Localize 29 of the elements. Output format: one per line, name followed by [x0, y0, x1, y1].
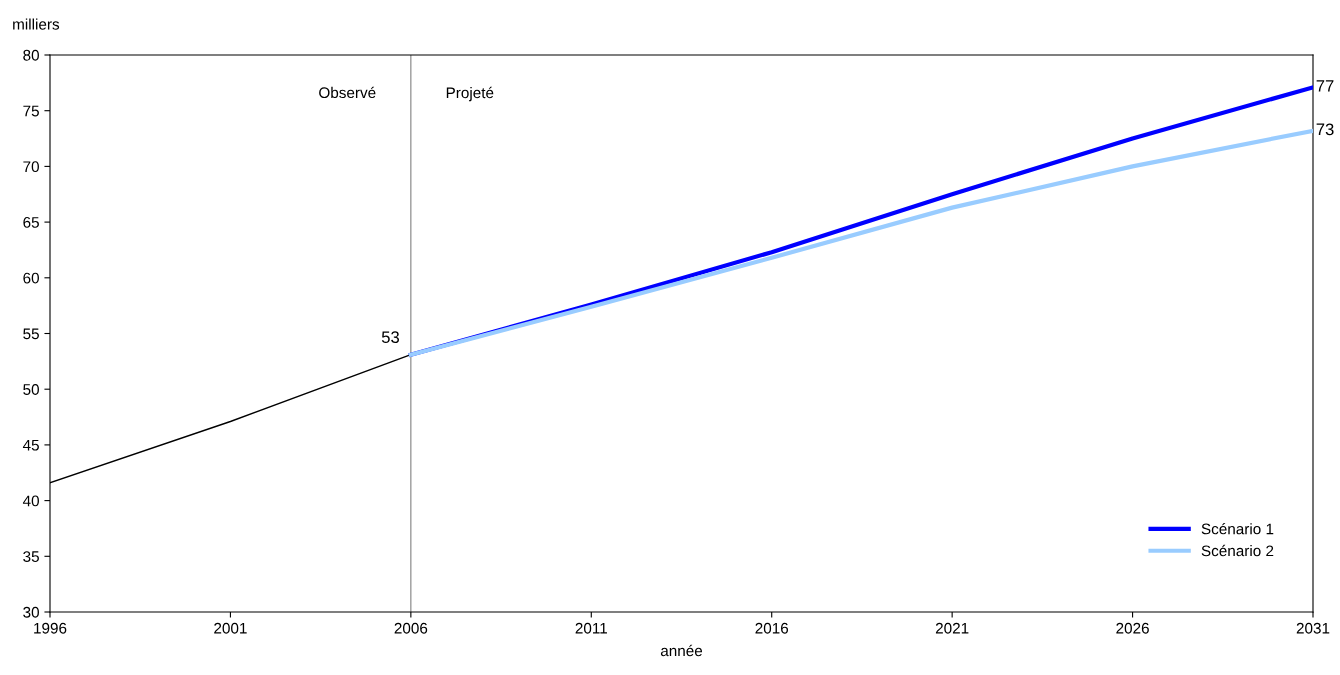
legend-label: Scénario 2 [1201, 544, 1274, 557]
x-tick-label: 2026 [1116, 622, 1149, 634]
x-tick-label: 2006 [394, 622, 428, 634]
y-tick-label: 60 [23, 272, 39, 284]
x-tick-label: 2016 [755, 622, 789, 634]
x-tick-label: 1996 [34, 622, 67, 634]
y-tick-label: 55 [23, 328, 39, 340]
annotation: Observé [319, 86, 376, 99]
y-tick-label: 70 [23, 161, 39, 173]
x-tick-label: 2011 [575, 622, 607, 634]
legend-label: Scénario 1 [1201, 522, 1274, 535]
line-series [408, 128, 1313, 357]
x-tick-label: 2031 [1296, 622, 1330, 634]
y-tick-label: 45 [22, 439, 39, 451]
x-axis-title: année [660, 644, 703, 657]
y-tick-label: 50 [23, 384, 39, 395]
annotation: Projeté [446, 86, 494, 102]
y-tick-label: 80 [23, 49, 39, 61]
y-tick-label: 30 [23, 606, 39, 618]
y-axis-title: milliers [13, 18, 60, 30]
data-label: 53 [381, 331, 400, 344]
data-label: 77 [1316, 80, 1334, 92]
data-label: 73 [1316, 123, 1334, 136]
y-tick-label: 40 [22, 495, 39, 507]
y-tick-label: 65 [23, 216, 39, 228]
y-tick-label: 35 [23, 551, 39, 562]
x-tick-label: 2021 [935, 622, 969, 634]
y-tick-label: 75 [23, 105, 39, 117]
x-tick-label: 2001 [214, 622, 247, 634]
